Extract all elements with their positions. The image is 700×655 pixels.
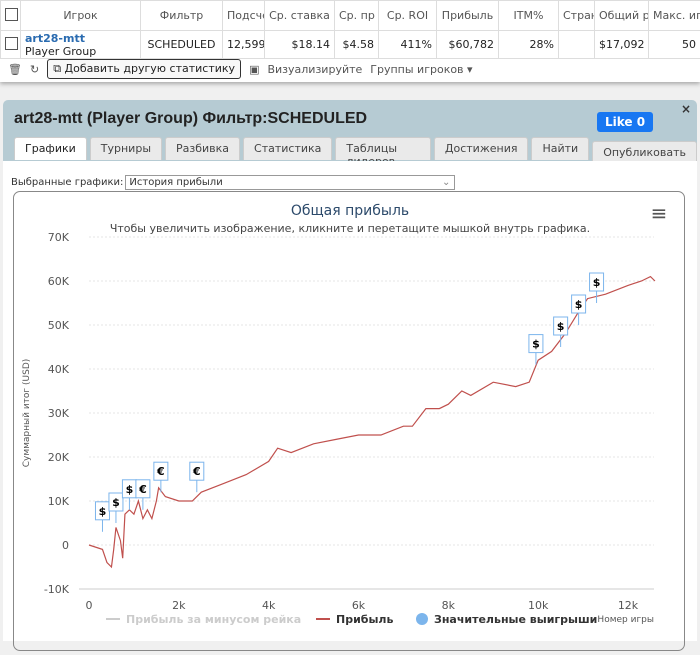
tab-find[interactable]: Найти: [531, 137, 589, 160]
panel-title: art28-mtt (Player Group) Фильтр:SCHEDULE…: [14, 110, 367, 128]
y-tick-label: 60K: [48, 275, 70, 288]
col-header[interactable]: Ср. ставка: [265, 1, 335, 31]
col-header[interactable]: Стран: [559, 1, 595, 31]
x-tick-label: 8k: [442, 599, 456, 612]
legend-swatch: [416, 613, 428, 625]
marker-label: $: [99, 505, 107, 518]
cell: $4.58: [335, 31, 379, 59]
cell: 411%: [379, 31, 437, 59]
cell: 50: [649, 31, 700, 59]
marker-label: €: [192, 465, 201, 478]
select-value: История прибыли: [129, 177, 222, 188]
col-header[interactable]: Общий р: [595, 1, 649, 31]
refresh-icon[interactable]: ↻: [30, 63, 39, 76]
tab-charts[interactable]: Графики: [14, 137, 87, 160]
chart-selector: Выбранные графики: История прибыли ⌄: [11, 175, 455, 190]
add-stat-label: Добавить другую статистику: [65, 62, 236, 75]
col-header[interactable]: Игрок: [21, 1, 141, 31]
y-tick-label: 30K: [48, 407, 70, 420]
marker-label: $: [593, 276, 601, 289]
cell-filter: SCHEDULED: [141, 31, 223, 59]
y-tick-label: 20K: [48, 451, 70, 464]
cell: $18.14: [265, 31, 335, 59]
y-tick-label: 10K: [48, 495, 70, 508]
marker-label: $: [575, 298, 583, 311]
profit-line: [89, 277, 655, 567]
x-tick-label: 10k: [528, 599, 549, 612]
tab-achievements[interactable]: Достижения: [434, 137, 529, 160]
marker-label: €: [156, 465, 165, 478]
x-tick-label: 12k: [618, 599, 639, 612]
y-tick-label: 40K: [48, 363, 70, 376]
marker-label: $: [126, 483, 134, 496]
col-header[interactable]: ITM%: [499, 1, 559, 31]
chart-container: Общая прибыль Чтобы увеличить изображение…: [13, 191, 685, 651]
chevron-down-icon: ⌄: [442, 177, 450, 188]
trash-icon[interactable]: 🗑: [8, 63, 22, 76]
x-tick-label: 6k: [352, 599, 366, 612]
chart-subtitle: Чтобы увеличить изображение, кликните и …: [110, 222, 590, 235]
col-header[interactable]: Фильтр: [141, 1, 223, 31]
player-link[interactable]: art28-mtt: [25, 32, 136, 45]
row-checkbox[interactable]: [1, 31, 21, 59]
chart-title: Общая прибыль: [291, 203, 409, 219]
image-icon: ▣: [249, 63, 259, 76]
legend-item: Прибыль за минусом рейка: [126, 613, 301, 626]
col-header[interactable]: Макс. иг: [649, 1, 700, 31]
col-header[interactable]: Подсче: [223, 1, 265, 31]
y-tick-label: -10K: [44, 583, 70, 596]
tab-statistics[interactable]: Статистика: [243, 137, 332, 160]
tabs: Графики Турниры Разбивка Статистика Табл…: [14, 137, 697, 164]
x-tick-label: 0: [86, 599, 93, 612]
cell: 28%: [499, 31, 559, 59]
cell: 12,599: [223, 31, 265, 59]
y-tick-label: 0: [62, 539, 69, 552]
add-stat-button[interactable]: ⧉ Добавить другую статистику: [47, 59, 241, 79]
tab-leaderboards[interactable]: Таблицы лидеров: [335, 137, 430, 160]
x-axis-label: Номер игры: [597, 615, 654, 625]
tab-breakdown[interactable]: Разбивка: [165, 137, 240, 160]
stats-table: Игрок Фильтр Подсче Ср. ставка Ср. пр Ср…: [0, 0, 700, 59]
marker-label: $: [557, 320, 565, 333]
profit-chart[interactable]: Общая прибыль Чтобы увеличить изображение…: [14, 192, 686, 652]
x-tick-label: 2k: [172, 599, 186, 612]
x-tick-label: 4k: [262, 599, 276, 612]
marker-label: $: [112, 496, 120, 509]
legend-item: Прибыль: [336, 613, 393, 626]
like-button[interactable]: Like 0: [597, 112, 653, 132]
y-tick-label: 70K: [48, 231, 70, 244]
col-header[interactable]: Ср. ROI: [379, 1, 437, 31]
col-header[interactable]: Ср. пр: [335, 1, 379, 31]
cell: [559, 31, 595, 59]
marker-label: €: [138, 483, 147, 496]
menu-icon[interactable]: ≡: [651, 201, 668, 225]
marker-label: $: [532, 338, 540, 351]
toolbar: 🗑 ↻ ⧉ Добавить другую статистику ▣ Визуа…: [0, 58, 473, 80]
visualize-button[interactable]: Визуализируйте: [267, 63, 362, 76]
player-groups-dropdown[interactable]: Группы игроков ▾: [370, 63, 472, 76]
y-tick-label: 50K: [48, 319, 70, 332]
chart-panel: art28-mtt (Player Group) Фильтр:SCHEDULE…: [3, 100, 697, 641]
stats-table-area: Игрок Фильтр Подсче Ср. ставка Ср. пр Ср…: [0, 0, 700, 82]
table-header: Игрок Фильтр Подсче Ср. ставка Ср. пр Ср…: [1, 1, 700, 31]
select-label: Выбранные графики:: [11, 177, 123, 188]
tab-tournaments[interactable]: Турниры: [90, 137, 162, 160]
player-group: Player Group: [25, 45, 96, 58]
legend-item: Значительные выигрыши: [434, 613, 597, 626]
chart-select[interactable]: История прибыли ⌄: [125, 175, 455, 190]
cell: $17,092: [595, 31, 649, 59]
close-icon[interactable]: ×: [681, 102, 691, 116]
select-all-checkbox[interactable]: [1, 1, 21, 31]
y-axis-label: Суммарный итог (USD): [22, 359, 32, 468]
cell: $60,782: [437, 31, 499, 59]
col-header[interactable]: Прибыль: [437, 1, 499, 31]
panel-content: Выбранные графики: История прибыли ⌄ Общая…: [3, 161, 697, 641]
